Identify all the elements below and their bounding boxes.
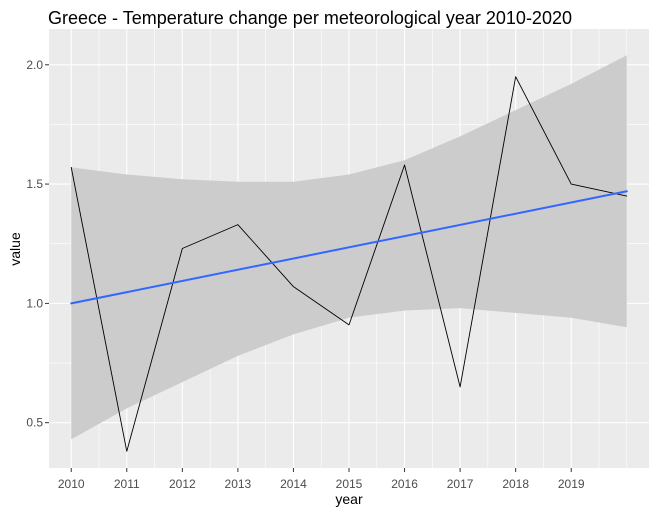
x-tick-label: 2013 bbox=[225, 477, 252, 491]
x-tick-label: 2010 bbox=[58, 477, 85, 491]
x-tick-label: 2015 bbox=[336, 477, 363, 491]
x-tick-label: 2018 bbox=[502, 477, 529, 491]
x-tick-label: 2011 bbox=[114, 477, 140, 491]
trend-line bbox=[70, 190, 628, 305]
x-tick-label: 2017 bbox=[447, 477, 474, 491]
x-axis-label: year bbox=[335, 491, 363, 507]
y-axis-label: value bbox=[7, 232, 23, 266]
x-tick-label: 2012 bbox=[169, 477, 196, 491]
chart-title: Greece - Temperature change per meteorol… bbox=[48, 8, 572, 28]
y-tick-label: 0.5 bbox=[26, 416, 43, 430]
y-tick-label: 1.0 bbox=[26, 296, 43, 310]
x-tick-label: 2014 bbox=[280, 477, 307, 491]
x-axis: 2010 2011 2012 2013 2014 2015 2016 2017 2018 2019 bbox=[58, 468, 585, 491]
x-tick-label: 2019 bbox=[558, 477, 585, 491]
y-axis: 0.5 1.0 1.5 2.0 bbox=[26, 58, 49, 430]
x-tick-label: 2016 bbox=[391, 477, 418, 491]
y-tick-label: 1.5 bbox=[26, 177, 43, 191]
series-layer bbox=[70, 76, 628, 452]
y-tick-label: 2.0 bbox=[26, 58, 43, 72]
